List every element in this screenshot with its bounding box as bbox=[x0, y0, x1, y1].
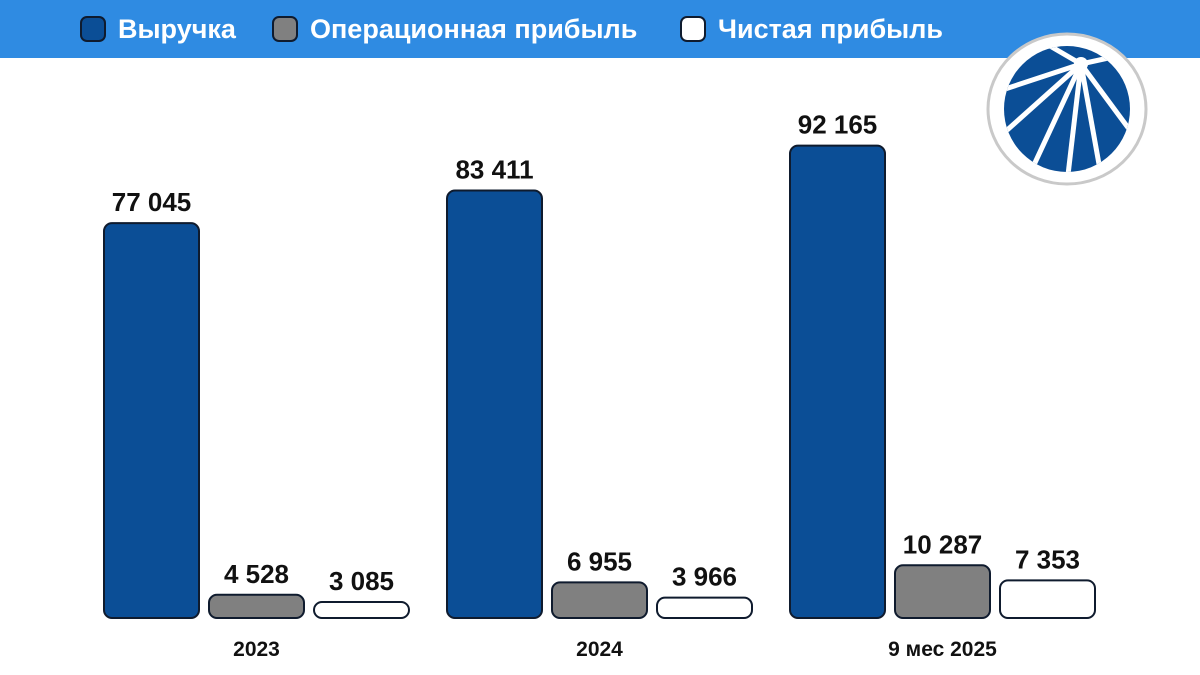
data-label-operating-profit-1: 6 955 bbox=[567, 546, 632, 576]
legend-swatch-net-profit bbox=[680, 16, 706, 42]
category-label-2: 9 мес 2025 bbox=[888, 638, 997, 661]
data-label-net-profit-2: 7 353 bbox=[1015, 544, 1080, 574]
bar-net-profit-0 bbox=[313, 601, 410, 619]
bar-revenue-0 bbox=[103, 222, 200, 619]
data-label-operating-profit-2: 10 287 bbox=[903, 529, 983, 559]
data-label-revenue-1: 83 411 bbox=[455, 155, 533, 185]
legend-bar: Выручка Операционная прибыль Чистая приб… bbox=[0, 0, 1200, 58]
data-label-net-profit-0: 3 085 bbox=[329, 566, 394, 596]
legend-label-operating-profit: Операционная прибыль bbox=[310, 13, 638, 44]
bar-revenue-1 bbox=[446, 189, 543, 620]
data-label-operating-profit-0: 4 528 bbox=[224, 559, 289, 589]
bar-operating-profit-2 bbox=[894, 564, 991, 619]
bar-net-profit-2 bbox=[999, 579, 1096, 619]
legend-label-revenue: Выручка bbox=[118, 13, 236, 44]
legend-item-operating-profit: Операционная прибыль bbox=[272, 13, 637, 45]
legend-swatch-operating-profit bbox=[272, 16, 298, 42]
data-label-net-profit-1: 3 966 bbox=[672, 562, 737, 592]
legend-label-net-profit: Чистая прибыль bbox=[718, 13, 943, 44]
category-label-1: 2024 bbox=[576, 638, 623, 661]
company-logo-icon bbox=[986, 32, 1148, 186]
category-label-0: 2023 bbox=[233, 638, 280, 661]
data-label-revenue-0: 77 045 bbox=[112, 187, 192, 217]
legend-item-revenue: Выручка bbox=[80, 13, 236, 45]
data-label-revenue-2: 92 165 bbox=[798, 110, 878, 140]
legend-swatch-revenue bbox=[80, 16, 106, 42]
bar-operating-profit-0 bbox=[208, 593, 305, 620]
legend-item-net-profit: Чистая прибыль bbox=[680, 13, 943, 45]
bar-revenue-2 bbox=[789, 144, 886, 619]
bar-operating-profit-1 bbox=[551, 581, 648, 620]
bar-net-profit-1 bbox=[656, 596, 753, 620]
